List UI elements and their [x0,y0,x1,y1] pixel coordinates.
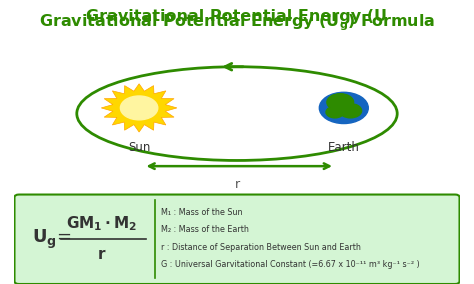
Text: $\mathbf{r}$: $\mathbf{r}$ [97,247,106,262]
Text: M₁ : Mass of the Sun: M₁ : Mass of the Sun [161,208,243,217]
Text: Gravitational Potential Energy (U: Gravitational Potential Energy (U [86,9,388,24]
Text: Gravitational Potential Energy ($\mathbf{U_g}$) Formula: Gravitational Potential Energy ($\mathbf… [39,13,435,34]
Text: $\mathbf{GM_1 \cdot M_2}$: $\mathbf{GM_1 \cdot M_2}$ [65,214,137,233]
Text: Sun: Sun [128,141,150,154]
Circle shape [339,104,362,118]
Circle shape [319,92,368,124]
Circle shape [115,92,164,124]
Circle shape [120,96,158,120]
Text: r : Distance of Separation Between Sun and Earth: r : Distance of Separation Between Sun a… [161,243,361,252]
Text: $\mathbf{U_g}$=: $\mathbf{U_g}$= [32,228,72,251]
Polygon shape [101,84,177,132]
Circle shape [326,106,344,118]
Text: Earth: Earth [328,141,360,154]
Text: M₂ : Mass of the Earth: M₂ : Mass of the Earth [161,225,249,234]
Circle shape [327,94,354,111]
Text: r: r [235,178,239,191]
FancyBboxPatch shape [15,195,459,284]
Text: G : Universal Garvitational Constant (=6.67 x 10⁻¹¹ m³ kg⁻¹ s⁻² ): G : Universal Garvitational Constant (=6… [161,260,420,269]
